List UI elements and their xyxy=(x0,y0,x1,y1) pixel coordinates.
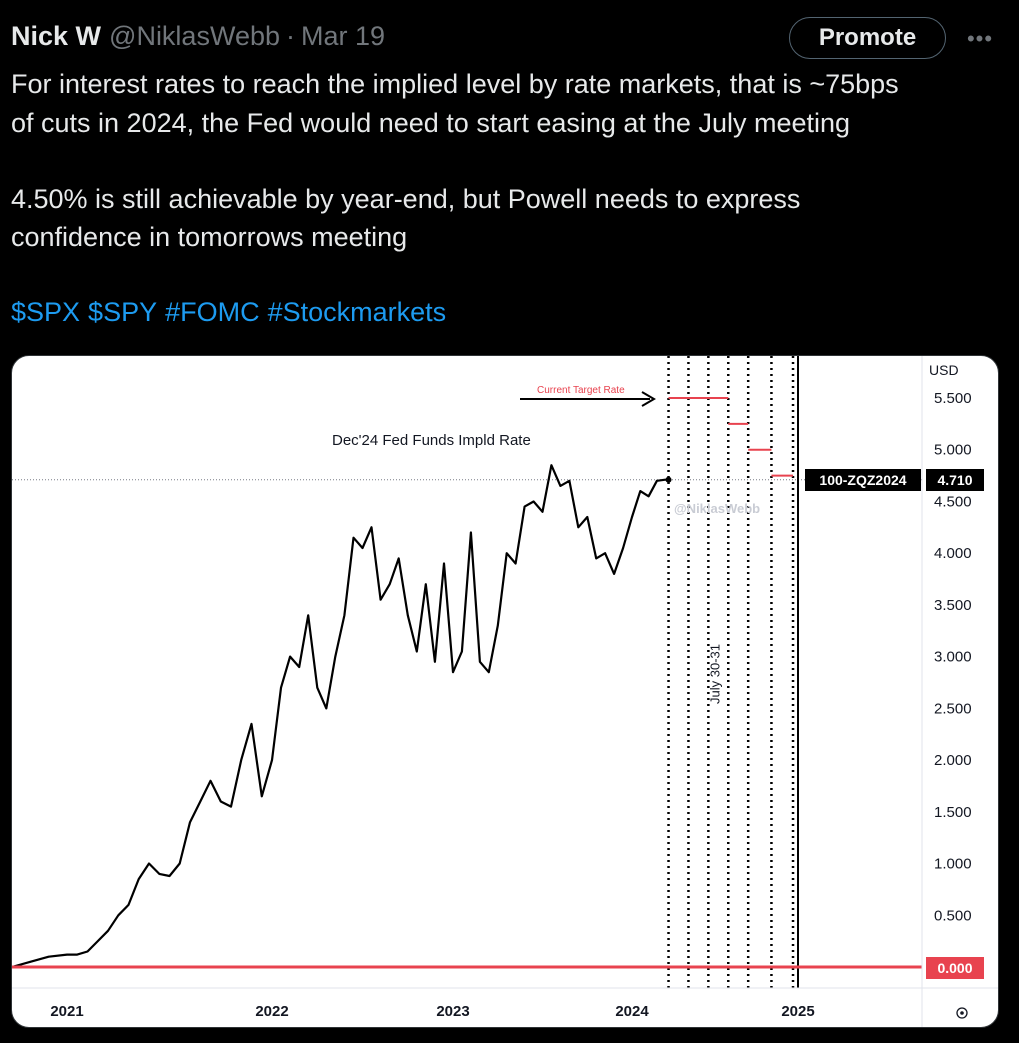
hashtag-link[interactable]: $SPX xyxy=(11,297,81,327)
gear-icon-hub xyxy=(960,1011,964,1015)
y-tick-label: 1.500 xyxy=(934,804,972,821)
y-tick-label: 1.000 xyxy=(934,856,972,873)
y-tick-label: 2.500 xyxy=(934,700,972,717)
last-value-label: 4.710 xyxy=(937,472,972,488)
y-tick-label: 5.500 xyxy=(934,390,972,407)
chart-image[interactable]: 0.500 1.000 1.500 2.000 2.500 3.000 3.500 4.000… xyxy=(11,355,999,1028)
current-target-rate-label: Current Target Rate xyxy=(537,385,625,396)
july-meeting-label: July 30-31 xyxy=(707,644,722,704)
tweet-date[interactable]: Mar 19 xyxy=(301,20,386,51)
y-tick-label: 3.500 xyxy=(934,597,972,614)
hashtag-link[interactable]: #FOMC xyxy=(165,297,260,327)
currency-label: USD xyxy=(929,362,959,378)
x-tick-label: 2022 xyxy=(255,1003,288,1020)
author-name[interactable]: Nick W xyxy=(11,20,102,51)
y-tick-label: 2.000 xyxy=(934,752,972,769)
target-arrow-head xyxy=(641,391,656,407)
y-tick-label: 5.000 xyxy=(934,442,972,459)
watermark-text: @NiklasWebb xyxy=(674,501,760,516)
rate-series-line xyxy=(12,464,669,969)
series-last-point xyxy=(665,476,672,483)
hashtag-link[interactable]: #Stockmarkets xyxy=(267,297,447,327)
y-tick-label: 4.500 xyxy=(934,493,972,510)
hashtag-list: $SPX $SPY #FOMC #Stockmarkets xyxy=(11,293,446,332)
y-tick-label: 0.500 xyxy=(934,907,972,924)
gear-icon-ring xyxy=(956,1007,968,1019)
tweet-text-line: of cuts in 2024, the Fed would need to s… xyxy=(11,108,851,138)
rate-chart: 0.500 1.000 1.500 2.000 2.500 3.000 3.500 4.000… xyxy=(12,356,998,1027)
x-tick-label: 2025 xyxy=(781,1003,814,1020)
more-options-icon[interactable]: ••• xyxy=(966,26,994,51)
symbol-label: 100-ZQZ2024 xyxy=(819,472,906,488)
symbol-label-box xyxy=(805,469,921,491)
zero-value-badge xyxy=(926,957,984,979)
x-tick-label: 2023 xyxy=(436,1003,469,1020)
x-tick-label: 2021 xyxy=(50,1003,83,1020)
zero-value-label: 0.000 xyxy=(937,960,972,976)
tweet-text-line: 4.50% is still achievable by year-end, b… xyxy=(11,184,801,214)
author-handle[interactable]: @NiklasWebb xyxy=(109,20,280,51)
separator-dot: · xyxy=(286,20,295,51)
tweet-text-line: confidence in tomorrows meeting xyxy=(11,222,408,252)
hashtag-link[interactable]: $SPY xyxy=(88,297,158,327)
chart-title: Dec'24 Fed Funds Impld Rate xyxy=(332,432,531,449)
last-value-badge xyxy=(926,469,984,491)
y-tick-label: 4.000 xyxy=(934,545,972,562)
promote-button[interactable]: Promote xyxy=(789,17,946,59)
tweet-header: Nick W @NiklasWebb · Mar 19 xyxy=(11,18,385,54)
x-tick-label: 2024 xyxy=(615,1003,649,1020)
gear-icon xyxy=(956,1007,968,1019)
y-tick-label: 3.000 xyxy=(934,649,972,666)
tweet-text-line: For interest rates to reach the implied … xyxy=(11,69,899,99)
